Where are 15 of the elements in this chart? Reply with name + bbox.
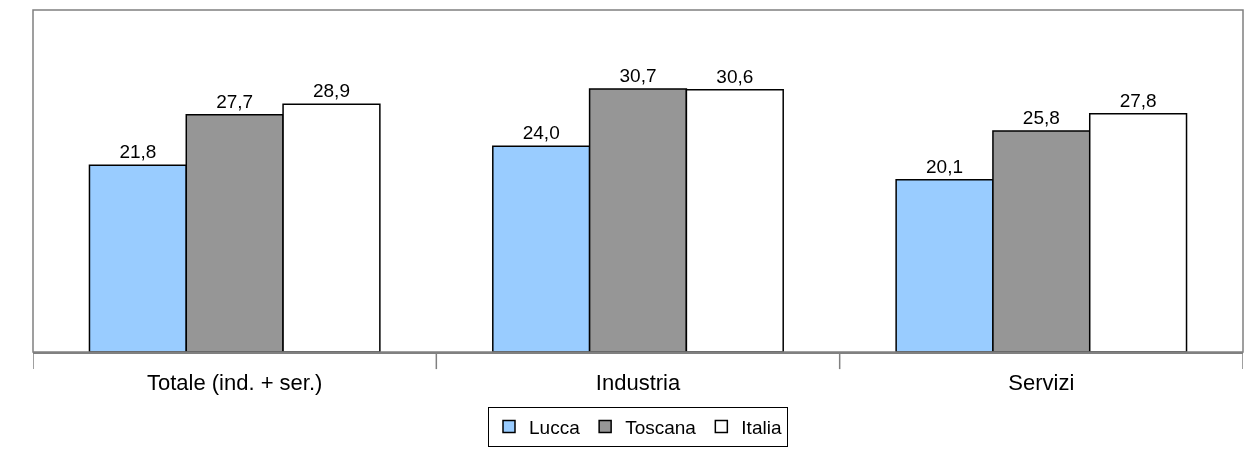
data-label: 21,8 xyxy=(119,141,157,163)
x-tick-label: Servizi xyxy=(1008,370,1075,396)
data-label: 24,0 xyxy=(522,122,560,144)
x-tick-label: Industria xyxy=(595,370,681,396)
legend-label: Italia xyxy=(741,416,782,438)
data-label: 27,8 xyxy=(1119,89,1157,111)
x-tick-label: Totale (ind. + ser.) xyxy=(146,370,323,396)
data-label: 28,9 xyxy=(312,80,350,102)
data-label: 30,7 xyxy=(619,64,657,86)
data-label: 27,7 xyxy=(216,90,254,112)
legend-label: Lucca xyxy=(529,416,581,438)
data-label: 20,1 xyxy=(926,155,964,177)
legend-label: Toscana xyxy=(625,416,697,438)
data-label: 25,8 xyxy=(1022,106,1060,128)
data-label: 30,6 xyxy=(716,65,754,87)
